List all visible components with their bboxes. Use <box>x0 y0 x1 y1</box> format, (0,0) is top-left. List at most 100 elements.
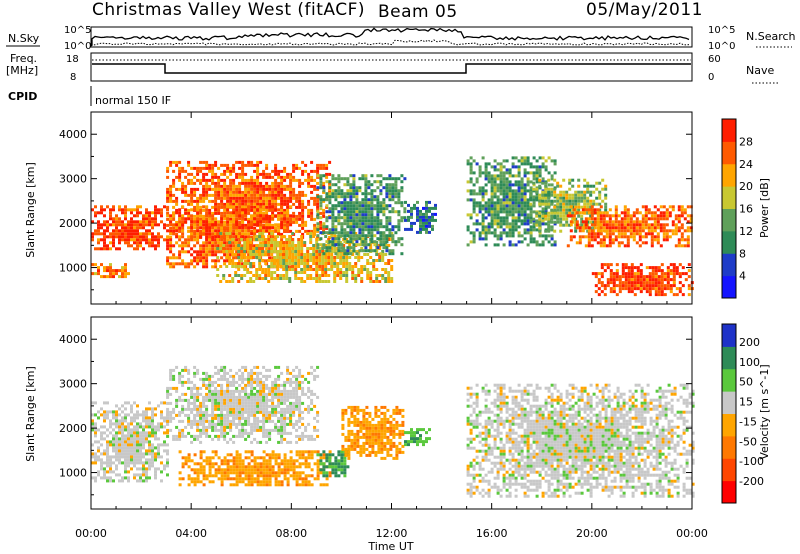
data-cell <box>541 210 545 214</box>
data-cell <box>508 204 512 208</box>
data-cell <box>229 199 233 203</box>
data-cell <box>390 259 394 262</box>
data-cell <box>633 278 637 282</box>
data-cell <box>309 259 313 262</box>
data-cell <box>237 265 241 268</box>
data-cell <box>145 235 148 239</box>
data-cell <box>136 247 139 251</box>
data-cell <box>184 184 188 188</box>
data-cell <box>319 183 323 187</box>
data-cell <box>614 205 618 209</box>
data-cell <box>677 244 681 248</box>
data-cell <box>352 207 356 211</box>
data-cell <box>157 446 160 450</box>
data-cell <box>265 250 269 254</box>
data-cell <box>264 244 268 247</box>
data-cell <box>605 223 609 227</box>
data-cell <box>184 392 188 396</box>
data-cell <box>246 268 250 271</box>
data-cell <box>431 215 434 219</box>
data-cell <box>283 184 287 188</box>
data-cell <box>553 216 557 220</box>
data-cell <box>343 222 347 226</box>
data-cell <box>258 253 262 256</box>
data-cell <box>388 174 392 178</box>
data-cell <box>333 259 337 262</box>
data-cell <box>636 281 640 285</box>
data-cell <box>292 166 296 170</box>
data-cell <box>261 268 265 271</box>
data-cell <box>265 202 269 206</box>
data-cell <box>238 190 242 194</box>
data-cell <box>115 440 118 444</box>
nsky-tick-bottom: 10^0 <box>64 41 91 52</box>
data-cell <box>544 222 548 226</box>
data-cell <box>535 174 539 178</box>
data-cell <box>178 250 182 254</box>
data-cell <box>586 190 590 194</box>
data-cell <box>600 284 604 288</box>
data-cell <box>139 455 142 459</box>
data-cell <box>205 259 209 263</box>
data-cell <box>523 174 527 178</box>
data-cell <box>243 247 247 250</box>
data-cell <box>620 223 624 227</box>
data-cell <box>535 192 539 196</box>
data-cell <box>133 413 136 417</box>
data-cell <box>133 449 136 453</box>
data-cell <box>178 211 182 215</box>
data-cell <box>297 259 301 262</box>
data-cell <box>604 208 608 212</box>
data-cell <box>310 211 314 215</box>
data-cell <box>261 235 265 238</box>
data-cell <box>657 275 661 279</box>
data-cell <box>505 189 509 193</box>
data-cell <box>397 225 401 229</box>
data-cell <box>205 235 209 239</box>
data-cell <box>148 449 151 453</box>
data-cell <box>246 256 250 259</box>
data-cell <box>172 437 176 441</box>
data-cell <box>277 169 281 173</box>
data-cell <box>118 217 121 221</box>
data-cell <box>169 226 173 230</box>
data-cell <box>226 238 230 242</box>
data-cell <box>232 211 236 215</box>
data-cell <box>202 377 206 381</box>
data-cell <box>328 172 332 176</box>
data-cell <box>325 204 329 208</box>
data-cell <box>656 238 660 242</box>
data-cell <box>547 220 551 224</box>
data-cell <box>499 216 503 220</box>
data-cell <box>313 202 317 206</box>
data-cell <box>279 262 283 265</box>
data-cell <box>169 190 173 194</box>
data-cell <box>571 196 575 200</box>
data-cell <box>277 193 281 197</box>
data-cell <box>280 232 284 236</box>
data-cell <box>369 244 373 247</box>
data-cell <box>330 235 334 238</box>
data-cell <box>319 207 323 211</box>
data-cell <box>100 205 103 209</box>
data-cell <box>484 165 488 169</box>
data-cell <box>361 216 365 220</box>
data-cell <box>252 262 256 265</box>
y-tick-label: 4000 <box>59 128 87 141</box>
data-cell <box>235 175 239 179</box>
data-cell <box>322 189 326 193</box>
data-cell <box>361 192 365 196</box>
data-cell <box>648 278 652 282</box>
data-cell <box>145 440 148 444</box>
data-cell <box>303 253 307 256</box>
data-cell <box>559 208 563 212</box>
data-cell <box>246 247 250 250</box>
data-cell <box>184 175 188 179</box>
data-cell <box>487 213 491 217</box>
data-cell <box>550 243 554 247</box>
data-cell <box>425 200 428 204</box>
data-cell <box>559 205 563 209</box>
data-cell <box>246 280 250 283</box>
data-cell <box>541 199 545 203</box>
data-cell <box>623 232 627 236</box>
